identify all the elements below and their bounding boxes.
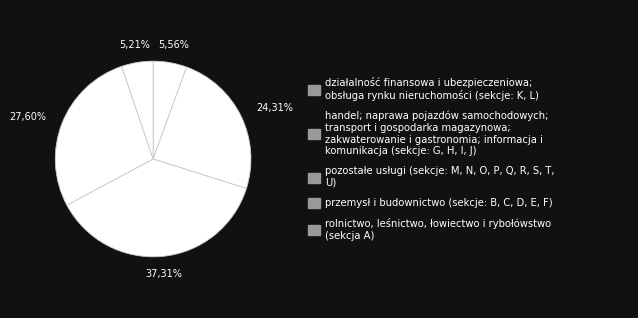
Wedge shape: [122, 61, 153, 159]
Wedge shape: [153, 61, 186, 159]
Wedge shape: [153, 67, 251, 189]
Text: 5,21%: 5,21%: [119, 40, 150, 50]
Text: 24,31%: 24,31%: [256, 103, 293, 113]
Wedge shape: [56, 66, 153, 205]
Text: 5,56%: 5,56%: [158, 40, 189, 50]
Text: 27,60%: 27,60%: [9, 112, 46, 121]
Legend: działalność finansowa i ubezpieczeniowa;
obsługa rynku nieruchomości (sekcje: K,: działalność finansowa i ubezpieczeniowa;…: [305, 74, 558, 244]
Text: 37,31%: 37,31%: [145, 269, 182, 279]
Wedge shape: [67, 159, 246, 257]
